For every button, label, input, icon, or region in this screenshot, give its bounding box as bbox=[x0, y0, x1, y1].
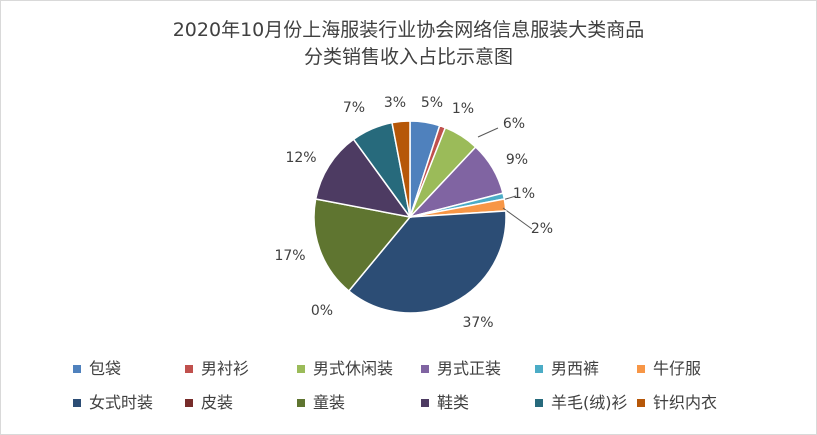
legend-swatch bbox=[421, 365, 429, 373]
legend-item: 鞋类 bbox=[421, 393, 535, 413]
data-label: 12% bbox=[285, 150, 316, 166]
data-label: 1% bbox=[513, 186, 535, 202]
legend-swatch bbox=[637, 365, 645, 373]
legend-swatch bbox=[421, 399, 429, 407]
data-label: 37% bbox=[462, 315, 493, 331]
legend-label: 男式正装 bbox=[437, 359, 502, 378]
pie-slice bbox=[314, 138, 412, 219]
legend-label: 鞋类 bbox=[437, 393, 470, 412]
legend-item: 女式时装 bbox=[73, 393, 185, 413]
legend-swatch bbox=[185, 399, 193, 407]
chart-title-line-1: 2020年10月份上海服装行业协会网络信息服装大类商品 bbox=[172, 19, 645, 41]
legend-item: 男式休闲装 bbox=[297, 359, 421, 379]
legend-item: 童装 bbox=[297, 393, 421, 413]
data-label: 6% bbox=[503, 116, 525, 132]
legend-label: 针织内衣 bbox=[653, 393, 718, 412]
legend-swatch bbox=[185, 365, 193, 373]
leader-line bbox=[477, 127, 499, 138]
pie-slice bbox=[313, 198, 412, 293]
data-label: 2% bbox=[531, 221, 553, 237]
legend-swatch bbox=[297, 365, 305, 373]
legend-swatch bbox=[637, 399, 645, 407]
data-label: 5% bbox=[421, 95, 443, 111]
data-label: 7% bbox=[343, 100, 365, 116]
legend-label: 男式休闲装 bbox=[313, 359, 394, 378]
legend-item: 皮装 bbox=[185, 393, 297, 413]
data-label: 9% bbox=[506, 152, 528, 168]
legend-swatch bbox=[73, 399, 81, 407]
legend: 包袋 男衬衫 男式休闲装 男式正装 男西裤 牛仔服女式时装 皮装 童装 鞋类 羊毛(绒)衫 针织内衣 bbox=[73, 359, 793, 413]
legend-swatch bbox=[73, 365, 81, 373]
pie-slice bbox=[347, 210, 507, 314]
chart-title-line-2: 分类销售收入占比示意图 bbox=[303, 46, 513, 68]
data-label: 0% bbox=[311, 303, 333, 319]
legend-label: 羊毛(绒)衫 bbox=[551, 393, 628, 412]
legend-label: 男衬衫 bbox=[201, 359, 250, 378]
data-label: 1% bbox=[452, 101, 474, 117]
legend-item: 男衬衫 bbox=[185, 359, 297, 379]
legend-label: 女式时装 bbox=[89, 393, 154, 412]
legend-label: 包袋 bbox=[89, 359, 122, 378]
legend-label: 牛仔服 bbox=[653, 359, 702, 378]
legend-swatch bbox=[535, 365, 543, 373]
pie-slice bbox=[391, 120, 411, 218]
data-label: 3% bbox=[384, 95, 406, 111]
chart-title: 2020年10月份上海服装行业协会网络信息服装大类商品 分类销售收入占比示意图 bbox=[1, 17, 816, 71]
legend-item: 牛仔服 bbox=[637, 359, 757, 379]
legend-item: 包袋 bbox=[73, 359, 185, 379]
legend-label: 男西裤 bbox=[551, 359, 600, 378]
legend-label: 皮装 bbox=[201, 393, 234, 412]
legend-swatch bbox=[297, 399, 305, 407]
legend-item: 针织内衣 bbox=[637, 393, 757, 413]
legend-label: 童装 bbox=[313, 393, 346, 412]
legend-item: 男西裤 bbox=[535, 359, 637, 379]
leader-line bbox=[502, 207, 533, 230]
legend-item: 男式正装 bbox=[421, 359, 535, 379]
legend-swatch bbox=[535, 399, 543, 407]
legend-item: 羊毛(绒)衫 bbox=[535, 393, 637, 413]
data-label: 17% bbox=[274, 248, 305, 264]
